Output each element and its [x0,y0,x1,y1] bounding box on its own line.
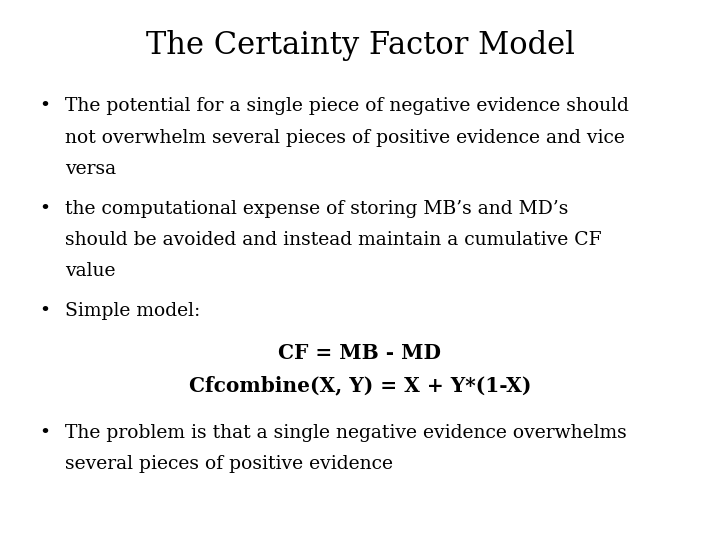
Text: value: value [65,262,115,280]
Text: Simple model:: Simple model: [65,302,200,320]
Text: not overwhelm several pieces of positive evidence and vice: not overwhelm several pieces of positive… [65,129,625,146]
Text: The problem is that a single negative evidence overwhelms: The problem is that a single negative ev… [65,424,626,442]
Text: •: • [40,200,50,218]
Text: several pieces of positive evidence: several pieces of positive evidence [65,455,393,473]
Text: Cfcombine(X, Y) = X + Y*(1-X): Cfcombine(X, Y) = X + Y*(1-X) [189,375,531,395]
Text: versa: versa [65,160,116,178]
Text: •: • [40,302,50,320]
Text: CF = MB - MD: CF = MB - MD [279,343,441,363]
Text: •: • [40,97,50,115]
Text: •: • [40,424,50,442]
Text: The Certainty Factor Model: The Certainty Factor Model [145,30,575,60]
Text: the computational expense of storing MB’s and MD’s: the computational expense of storing MB’… [65,200,568,218]
Text: The potential for a single piece of negative evidence should: The potential for a single piece of nega… [65,97,629,115]
Text: should be avoided and instead maintain a cumulative CF: should be avoided and instead maintain a… [65,231,601,249]
